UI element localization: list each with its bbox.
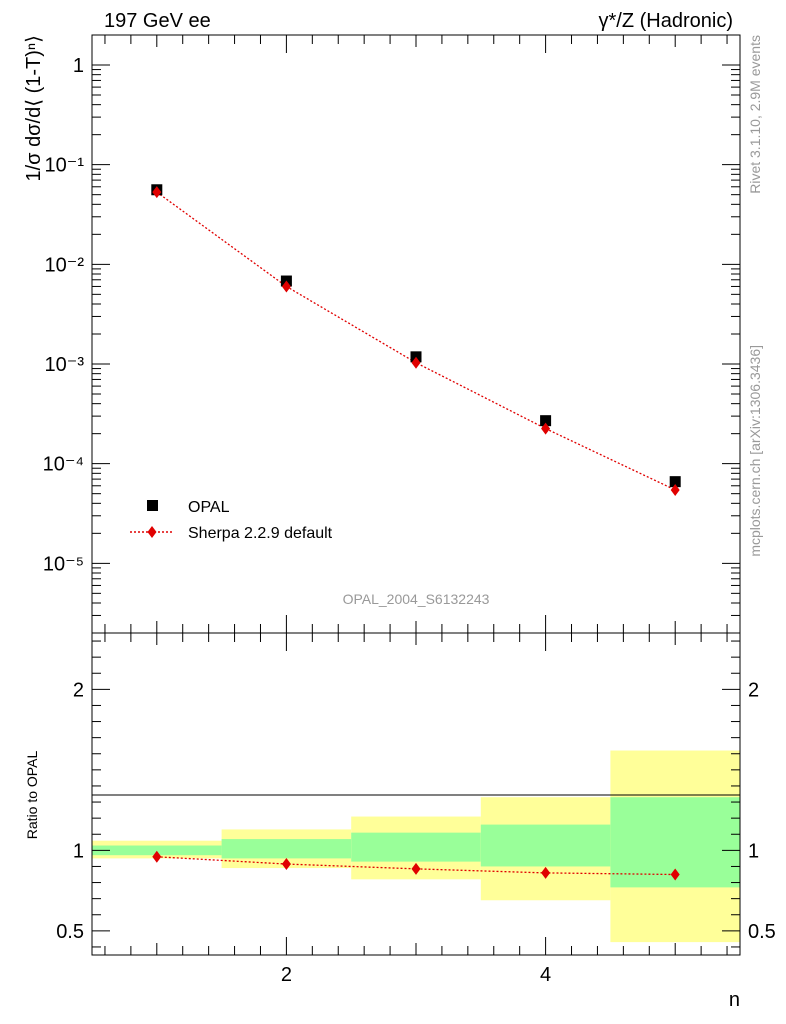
ratio-bands bbox=[92, 750, 740, 943]
legend-data-label: OPAL bbox=[188, 499, 230, 516]
data-point bbox=[669, 476, 681, 488]
ratio-y-tick-label-right: 2 bbox=[748, 679, 759, 701]
band-inner bbox=[221, 839, 352, 859]
ratio-mc-point bbox=[152, 850, 162, 863]
mc-line bbox=[156, 191, 676, 491]
ratio-ylabel: Ratio to OPAL bbox=[24, 751, 40, 840]
ratio-mc-point bbox=[541, 866, 551, 879]
y-tick-label: 10⁻³ bbox=[45, 354, 85, 376]
main-ticks: 10⁻⁵ 10⁻⁴ 10⁻³ 10⁻² 10⁻¹ 1 bbox=[43, 34, 740, 634]
main-panel: 10⁻⁵ 10⁻⁴ 10⁻³ 10⁻² 10⁻¹ 1 OPAL_2004_S6132243… bbox=[23, 34, 741, 634]
mcplots-label: mcplots.cern.ch [arXiv:1306.3436] bbox=[747, 345, 763, 557]
band-inner bbox=[480, 824, 611, 867]
rivet-label: Rivet 3.1.10, 2.9M events bbox=[747, 35, 763, 194]
ratio-y-tick-label: 1 bbox=[73, 840, 84, 862]
mc-point bbox=[411, 356, 421, 369]
mc-point bbox=[541, 422, 551, 435]
ratio-y-tick-label: 0.5 bbox=[56, 921, 84, 943]
y-tick-label: 10⁻⁵ bbox=[43, 553, 84, 575]
band-inner bbox=[351, 832, 481, 862]
ratio-y-tick-label-right: 0.5 bbox=[748, 921, 776, 943]
header-right: γ*/Z (Hadronic) bbox=[599, 10, 733, 32]
x-axis-label: n bbox=[729, 989, 740, 1011]
ratio-points bbox=[152, 850, 680, 881]
mc-point bbox=[670, 483, 680, 496]
ratio-mc-point bbox=[670, 868, 680, 881]
band-inner bbox=[92, 845, 222, 856]
main-frame bbox=[91, 34, 741, 634]
legend: OPAL Sherpa 2.2.9 default bbox=[130, 499, 333, 542]
ratio-mc-point bbox=[411, 862, 421, 875]
x-tick-label: 2 bbox=[281, 964, 292, 986]
ratio-frame bbox=[91, 632, 741, 956]
y-tick-label: 10⁻⁴ bbox=[43, 454, 84, 476]
ratio-y-tick-label-right: 1 bbox=[748, 840, 759, 862]
main-ylabel: 1/σ dσ/d⟨ (1-T)ⁿ⟩ bbox=[23, 35, 45, 182]
main-points bbox=[151, 184, 681, 496]
ratio-mc-line bbox=[156, 856, 676, 876]
legend-data-marker bbox=[147, 500, 158, 511]
y-tick-label: 1 bbox=[73, 55, 84, 77]
mc-point bbox=[152, 186, 162, 199]
ratio-ticks: 2 4 0.5 0.5 1 1 2 2 bbox=[56, 633, 776, 986]
legend-mc-label: Sherpa 2.2.9 default bbox=[188, 525, 333, 542]
header-left: 197 GeV ee bbox=[104, 10, 211, 32]
ratio-panel: 2 4 0.5 0.5 1 1 2 2 Ratio to OPAL n bbox=[24, 632, 776, 1011]
legend-mc-marker bbox=[147, 526, 157, 538]
mc-point bbox=[281, 280, 291, 293]
ratio-y-tick-label: 2 bbox=[73, 679, 84, 701]
y-tick-label: 10⁻¹ bbox=[45, 155, 85, 177]
data-point bbox=[540, 415, 552, 427]
x-tick-label: 4 bbox=[540, 964, 551, 986]
y-tick-label: 10⁻² bbox=[45, 254, 85, 276]
watermark: OPAL_2004_S6132243 bbox=[343, 591, 490, 607]
ratio-mc-point bbox=[281, 858, 291, 871]
